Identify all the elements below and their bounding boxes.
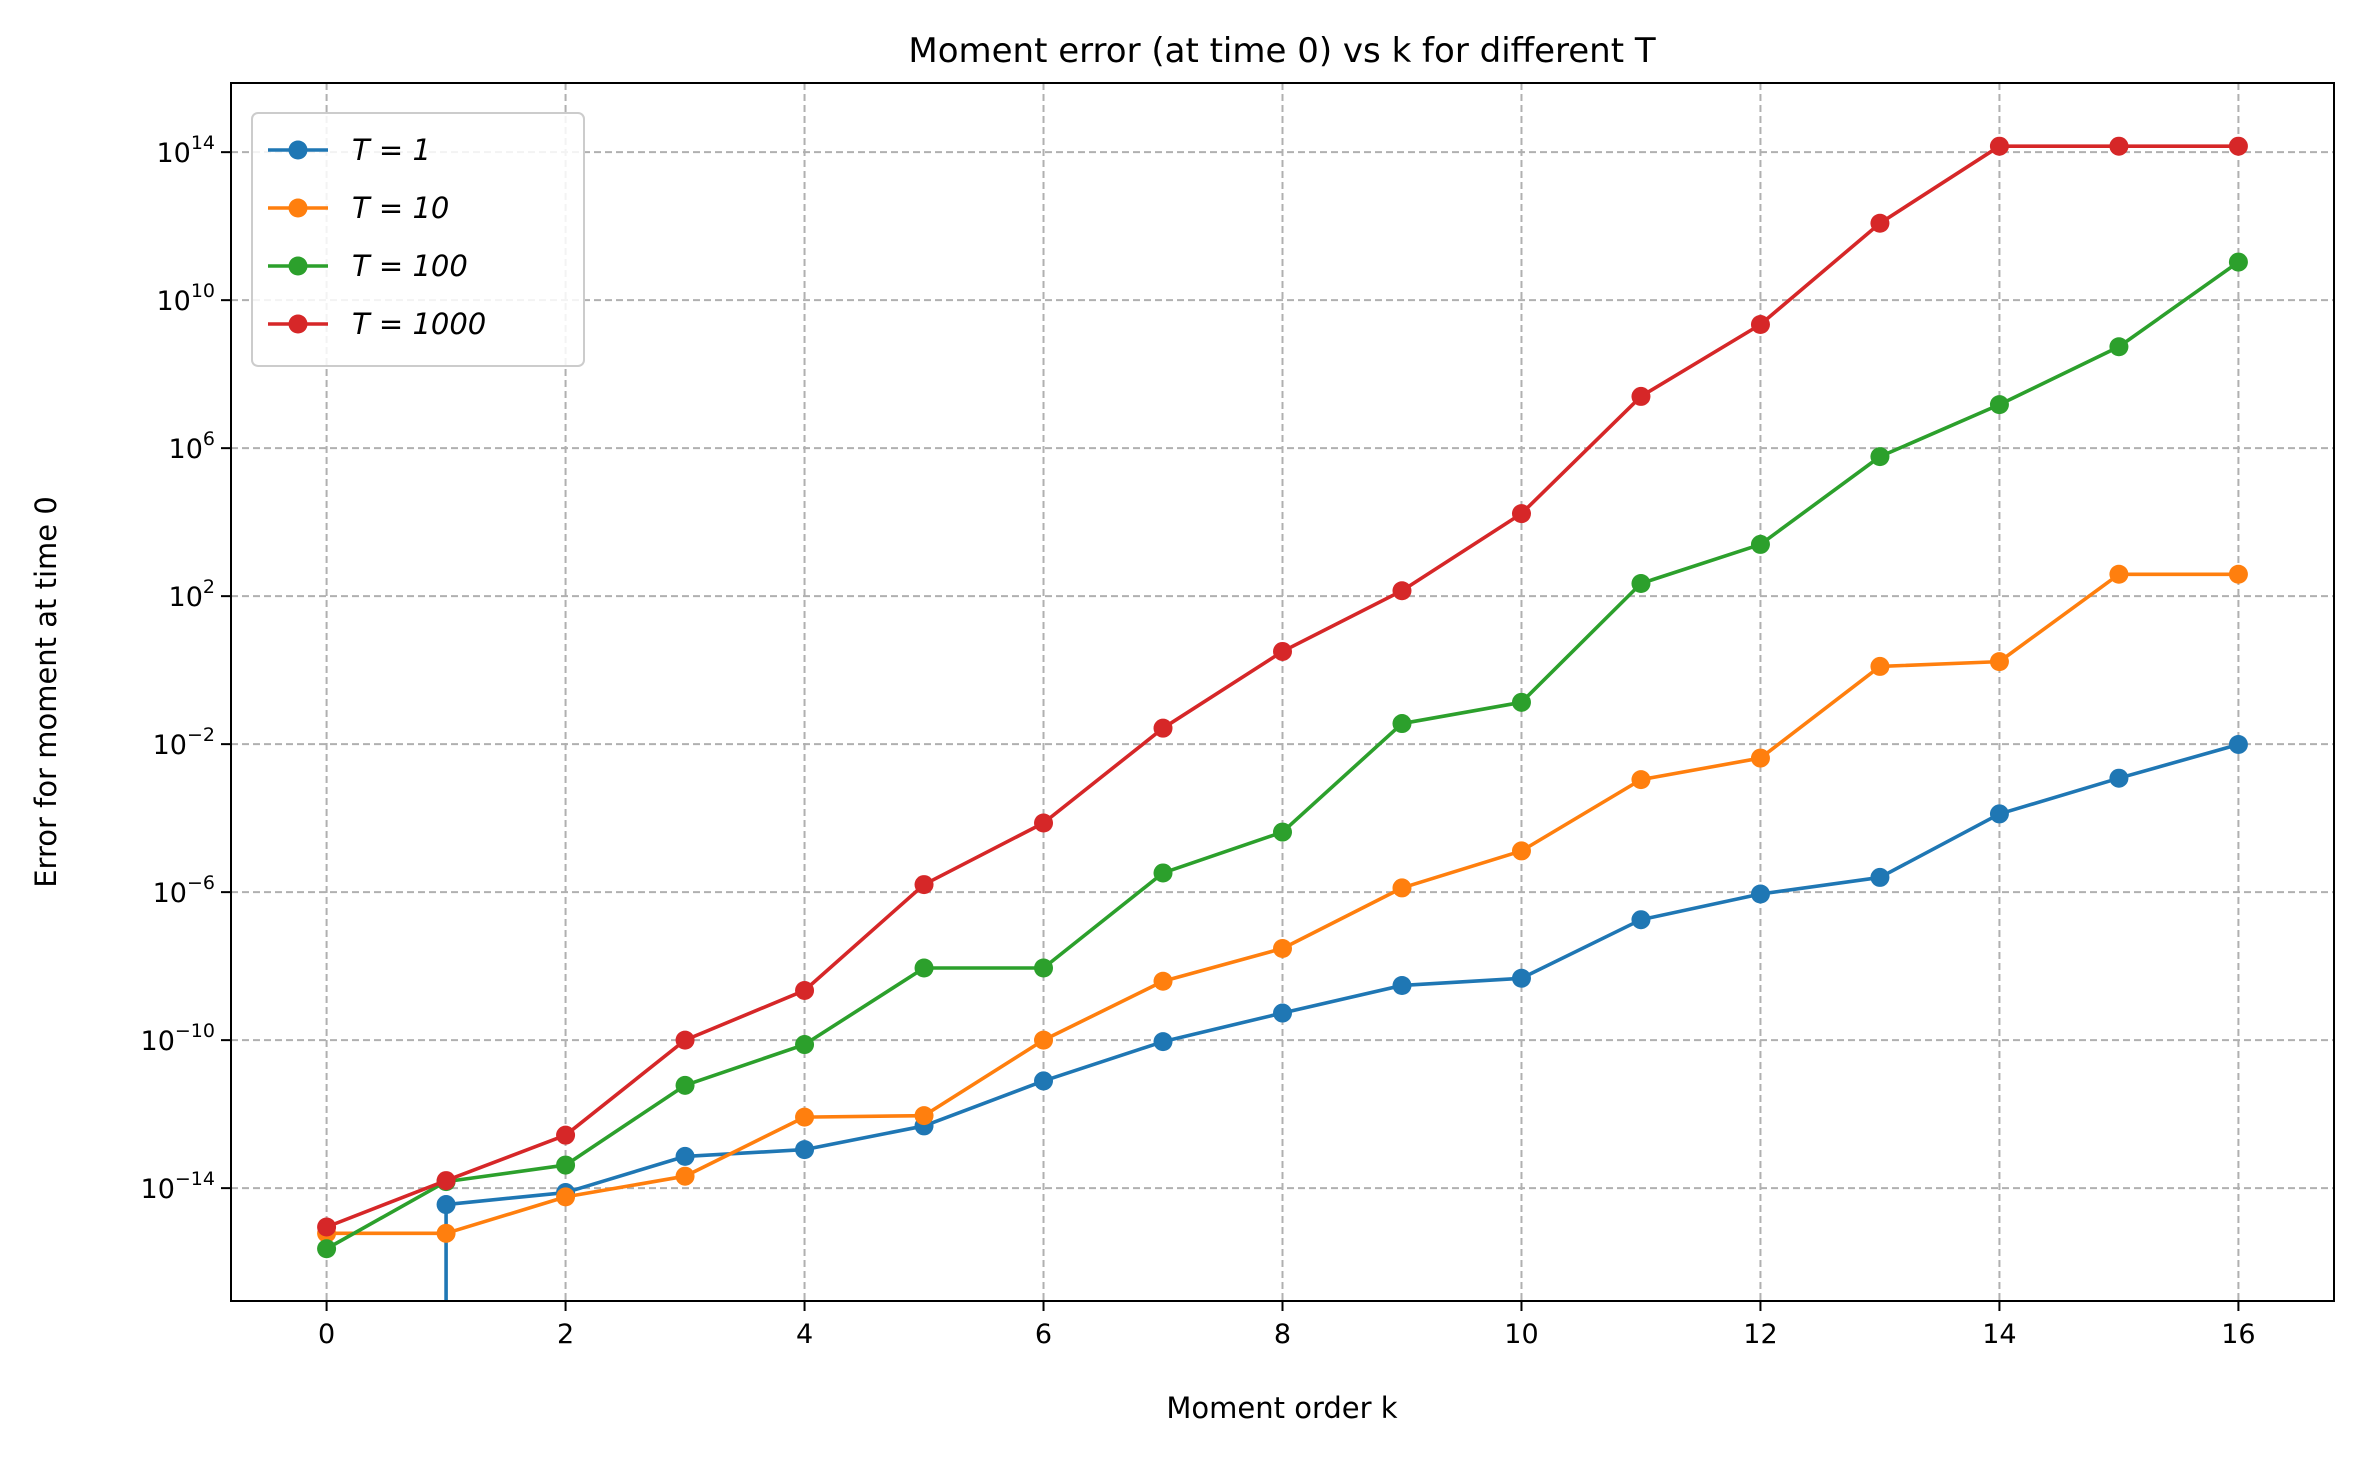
data-point (1870, 867, 1890, 887)
data-point (914, 875, 934, 895)
y-tick-label: 10−2 (153, 724, 215, 761)
data-point (795, 980, 815, 1000)
data-point (436, 1171, 456, 1191)
data-point (436, 1223, 456, 1243)
x-tick-label: 6 (1035, 1319, 1052, 1350)
y-axis-label: Error for moment at time 0 (29, 496, 63, 888)
data-point (795, 1140, 815, 1160)
data-point (556, 1125, 576, 1145)
data-point (1392, 975, 1412, 995)
legend-marker (288, 198, 308, 218)
data-point (1631, 386, 1651, 406)
data-point (675, 1166, 695, 1186)
data-point (1989, 652, 2009, 672)
legend-label: T = 10 (352, 191, 449, 225)
data-point (1153, 1032, 1173, 1052)
legend-marker (288, 314, 308, 334)
legend-label: T = 1 (352, 133, 431, 167)
data-point (1750, 884, 1770, 904)
data-point (1153, 971, 1173, 991)
grid (231, 83, 2334, 1301)
data-point (1631, 770, 1651, 790)
data-point (1750, 314, 1770, 334)
data-point (675, 1030, 695, 1050)
x-tick-label: 8 (1274, 1319, 1291, 1350)
data-point (795, 1107, 815, 1127)
y-tick-label: 106 (169, 428, 215, 465)
x-tick-label: 4 (796, 1319, 813, 1350)
y-tick-label: 10−14 (141, 1168, 215, 1205)
legend-box (251, 112, 585, 367)
data-point (1750, 534, 1770, 554)
y-tick-label: 10−10 (141, 1020, 215, 1057)
data-point (1153, 863, 1173, 883)
data-point (1034, 1030, 1054, 1050)
data-point (2109, 136, 2129, 156)
data-point (1392, 581, 1412, 601)
data-point (1511, 841, 1531, 861)
x-tick-label: 12 (1743, 1319, 1777, 1350)
legend-marker (288, 140, 308, 160)
data-point (1034, 958, 1054, 978)
legend-label: T = 100 (352, 249, 468, 283)
data-point (1034, 813, 1054, 833)
data-point (1631, 910, 1651, 930)
x-tick-label: 16 (2221, 1319, 2255, 1350)
data-point (1273, 1003, 1292, 1023)
data-point (556, 1155, 576, 1175)
data-point (2228, 564, 2248, 584)
data-point (436, 1195, 456, 1215)
data-point (1273, 822, 1292, 842)
x-axis-label: Moment order k (1166, 1391, 1397, 1425)
data-point (2228, 734, 2248, 754)
data-point (1034, 1071, 1054, 1091)
data-point (1989, 136, 2009, 156)
x-tick-label: 0 (318, 1319, 335, 1350)
data-point (2228, 136, 2248, 156)
ticks: 0 2 4 6 8 10 12 14 16 10−14 10−10 10−6 10−2 102 106 101… (141, 132, 2256, 1350)
data-point (1511, 692, 1531, 712)
data-point (1989, 804, 2009, 824)
x-tick-label: 14 (1982, 1319, 2016, 1350)
legend-label: T = 1000 (352, 307, 486, 341)
data-point (675, 1146, 695, 1166)
data-point (1870, 656, 1890, 676)
chart-title: Moment error (at time 0) vs k for differ… (908, 31, 1655, 71)
data-point (1631, 573, 1651, 593)
data-point (317, 1217, 337, 1237)
data-point (1273, 641, 1292, 661)
data-point (1511, 504, 1531, 524)
legend: T = 1 T = 10 T = 100 T = 1000 (251, 112, 585, 367)
data-point (2109, 337, 2129, 357)
data-point (1392, 714, 1412, 734)
data-point (795, 1035, 815, 1055)
data-point (1392, 878, 1412, 898)
y-tick-label: 102 (169, 576, 215, 613)
data-point (1273, 938, 1292, 958)
data-point (675, 1075, 695, 1095)
data-point (914, 958, 934, 978)
data-point (1870, 213, 1890, 233)
y-tick-label: 10−6 (153, 872, 215, 909)
data-point (914, 1106, 934, 1126)
data-point (317, 1239, 337, 1259)
data-point (2109, 768, 2129, 788)
x-tick-label: 10 (1504, 1319, 1538, 1350)
data-point (1870, 447, 1890, 467)
data-point (556, 1187, 576, 1207)
legend-marker (288, 256, 308, 276)
y-tick-label: 1010 (156, 280, 215, 317)
data-point (1511, 968, 1531, 988)
series-group (317, 136, 2248, 1301)
data-point (1153, 718, 1173, 738)
data-point (2109, 564, 2129, 584)
data-point (2228, 252, 2248, 272)
x-tick-label: 2 (557, 1319, 574, 1350)
data-point (1750, 748, 1770, 768)
series-line-0 (444, 742, 2239, 1301)
y-tick-label: 1014 (156, 132, 215, 169)
data-point (1989, 395, 2009, 415)
